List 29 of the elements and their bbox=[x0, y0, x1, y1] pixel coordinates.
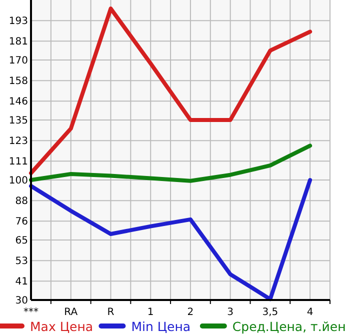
y-tick-label: 111 bbox=[8, 156, 28, 168]
line-series bbox=[29, 178, 312, 302]
y-tick-label: 158 bbox=[8, 76, 28, 88]
y-tick-label: 88 bbox=[15, 196, 28, 208]
x-tick-label: 1 bbox=[147, 307, 154, 318]
x-tick-label: 3 bbox=[227, 307, 234, 318]
y-tick-label: 53 bbox=[15, 256, 28, 268]
legend-label: Min Цена bbox=[131, 319, 191, 334]
y-tick-label: 123 bbox=[8, 136, 28, 148]
y-tick-label: 76 bbox=[15, 216, 28, 228]
y-tick-label: 30 bbox=[15, 296, 28, 306]
line-series bbox=[29, 6, 312, 176]
y-tick-label: 135 bbox=[8, 116, 28, 126]
x-tick-label: RA bbox=[64, 307, 78, 318]
x-tick-label: 2 bbox=[187, 307, 194, 318]
line-series bbox=[29, 144, 312, 183]
y-tick-label: 181 bbox=[8, 36, 28, 48]
legend-label: Max Цена bbox=[30, 319, 94, 334]
y-tick-label: 100 bbox=[8, 176, 28, 186]
y-tick-label: 41 bbox=[15, 276, 28, 288]
legend-label: Сред.Цена, т.йен bbox=[232, 319, 345, 334]
y-tick-label: 65 bbox=[15, 236, 28, 246]
y-tick-label: 146 bbox=[8, 96, 28, 108]
x-tick-label: 4 bbox=[306, 307, 314, 318]
y-tick-label: 170 bbox=[8, 56, 28, 66]
y-tick-label: 193 bbox=[8, 16, 28, 28]
x-tick-label: 3,5 bbox=[262, 307, 278, 318]
x-tick-label: R bbox=[107, 307, 114, 318]
x-tick-label: *** bbox=[24, 307, 38, 318]
